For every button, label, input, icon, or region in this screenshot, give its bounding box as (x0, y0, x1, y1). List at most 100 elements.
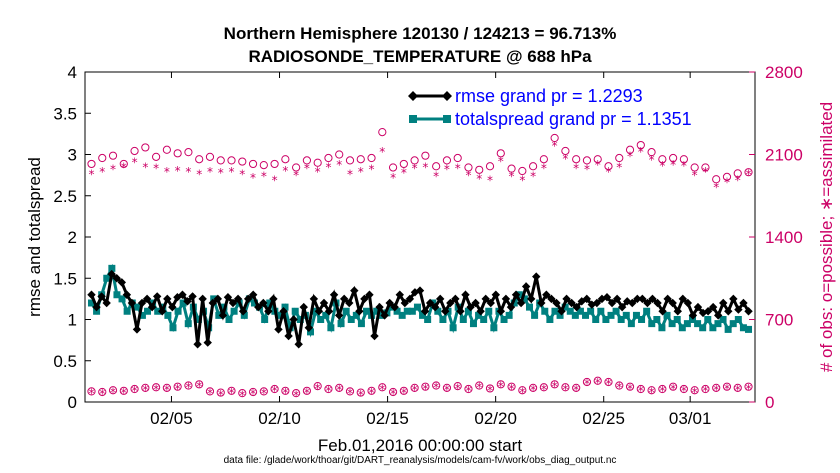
y-tick-label: 3.5 (53, 104, 77, 123)
obs-possible-point (636, 140, 645, 150)
obs-possible-point (432, 381, 441, 390)
obs-assimilated-point: * (304, 161, 310, 175)
rmse-point (183, 297, 192, 306)
obs-possible-point (195, 380, 204, 389)
obs-assimilated-point: * (562, 152, 568, 166)
rmse-point (395, 290, 404, 299)
totalspread-point (714, 320, 722, 328)
obs-possible-point (216, 156, 225, 165)
totalspread-point (296, 316, 304, 323)
legend-rmse-label: rmse grand pr = 1.2293 (455, 86, 643, 106)
totalspread-point (179, 299, 187, 307)
obs-assimilated-point: * (282, 164, 288, 178)
totalspread-point (719, 316, 727, 323)
totalspread-point (576, 307, 584, 315)
obs-possible-point (722, 382, 732, 391)
obs-possible-point (528, 162, 538, 171)
rmse-point (501, 294, 511, 304)
obs-possible-point (690, 386, 699, 395)
obs-assimilated-point: * (390, 387, 396, 401)
rmse-point (324, 307, 334, 316)
obs-assimilated-point: * (250, 387, 256, 401)
totalspread-point (556, 311, 564, 319)
totalspread-point (699, 324, 707, 332)
rmse-point (334, 311, 344, 320)
obs-assimilated-point: * (509, 170, 515, 184)
rmse-point (688, 311, 698, 320)
obs-possible-point (98, 153, 107, 163)
obs-possible-point (615, 153, 624, 163)
obs-possible-point (712, 383, 721, 392)
obs-possible-point (184, 148, 193, 157)
totalspread-point (734, 316, 742, 323)
obs-assimilated-point: * (207, 165, 213, 179)
totalspread-point (352, 311, 360, 319)
obs-assimilated-point: * (541, 382, 547, 396)
obs-assimilated-point: * (390, 171, 396, 185)
rmse-point (607, 298, 617, 308)
obs-possible-point (399, 386, 408, 395)
obs-assimilated-point: * (261, 170, 267, 184)
legend-spread-marker2 (443, 115, 451, 123)
totalspread-point (663, 311, 671, 319)
obs-assimilated-point: * (638, 145, 644, 159)
rmse-point (486, 298, 495, 308)
obs-assimilated-point: * (465, 169, 471, 183)
rmse-point (193, 340, 202, 349)
totalspread-point (592, 316, 600, 323)
y-tick-label: 2 (68, 228, 77, 247)
totalspread-point (571, 311, 579, 319)
obs-possible-point (582, 156, 592, 165)
rmse-point (127, 298, 137, 308)
totalspread-point (184, 320, 192, 328)
obs-assimilated-point: * (401, 386, 407, 400)
totalspread-point (607, 311, 615, 319)
y-tick-label: 0 (68, 393, 77, 412)
rmse-point (739, 298, 748, 308)
rmse-point (97, 292, 106, 301)
totalspread-point (694, 320, 702, 328)
rmse-point (466, 302, 475, 312)
rmse-point (633, 294, 642, 304)
obs-assimilated-point: * (584, 163, 590, 177)
obs-assimilated-point: * (681, 159, 687, 173)
totalspread-point (526, 303, 534, 311)
obs-possible-point (744, 168, 753, 177)
obs-assimilated-point: * (185, 381, 191, 395)
rmse-point (673, 307, 682, 316)
obs-assimilated-point: * (110, 163, 116, 177)
obs-possible-point (539, 155, 548, 164)
totalspread-point (505, 311, 513, 319)
obs-assimilated-point: * (369, 386, 375, 400)
legend-rmse-marker (408, 91, 452, 101)
obs-possible-point (281, 386, 290, 395)
obs-assimilated-point: * (616, 160, 622, 174)
obs-possible-point (119, 159, 128, 169)
totalspread-point (678, 324, 686, 332)
obs-assimilated-point: * (498, 154, 504, 168)
obs-possible-point (367, 153, 376, 163)
rmse-point (284, 331, 293, 341)
obs-assimilated-point: * (358, 165, 364, 179)
y-axis-right-label: # of obs: o=possible; ∗=assimilated (817, 102, 836, 372)
obs-assimilated-point: * (638, 384, 644, 398)
obs-assimilated-point: * (552, 139, 558, 153)
obs-possible-point (205, 387, 215, 396)
rmse-point (708, 302, 718, 312)
obs-assimilated-point: * (142, 160, 148, 174)
rmse-point (542, 290, 551, 299)
obs-assimilated-point: * (336, 158, 342, 172)
rmse-point (390, 302, 399, 312)
obs-assimilated-point: * (347, 387, 353, 401)
rmse-point (663, 294, 672, 304)
obs-assimilated-point: * (369, 163, 375, 177)
obs-possible-point (367, 386, 376, 395)
obs-assimilated-point: * (465, 384, 471, 398)
rmse-point (441, 307, 450, 316)
obs-assimilated-point: * (455, 381, 461, 395)
obs-assimilated-point: * (379, 382, 385, 396)
obs-possible-point (561, 146, 570, 156)
obs-assimilated-point: * (433, 170, 439, 184)
totalspread-point (174, 307, 182, 315)
obs-assimilated-point: * (498, 380, 504, 394)
